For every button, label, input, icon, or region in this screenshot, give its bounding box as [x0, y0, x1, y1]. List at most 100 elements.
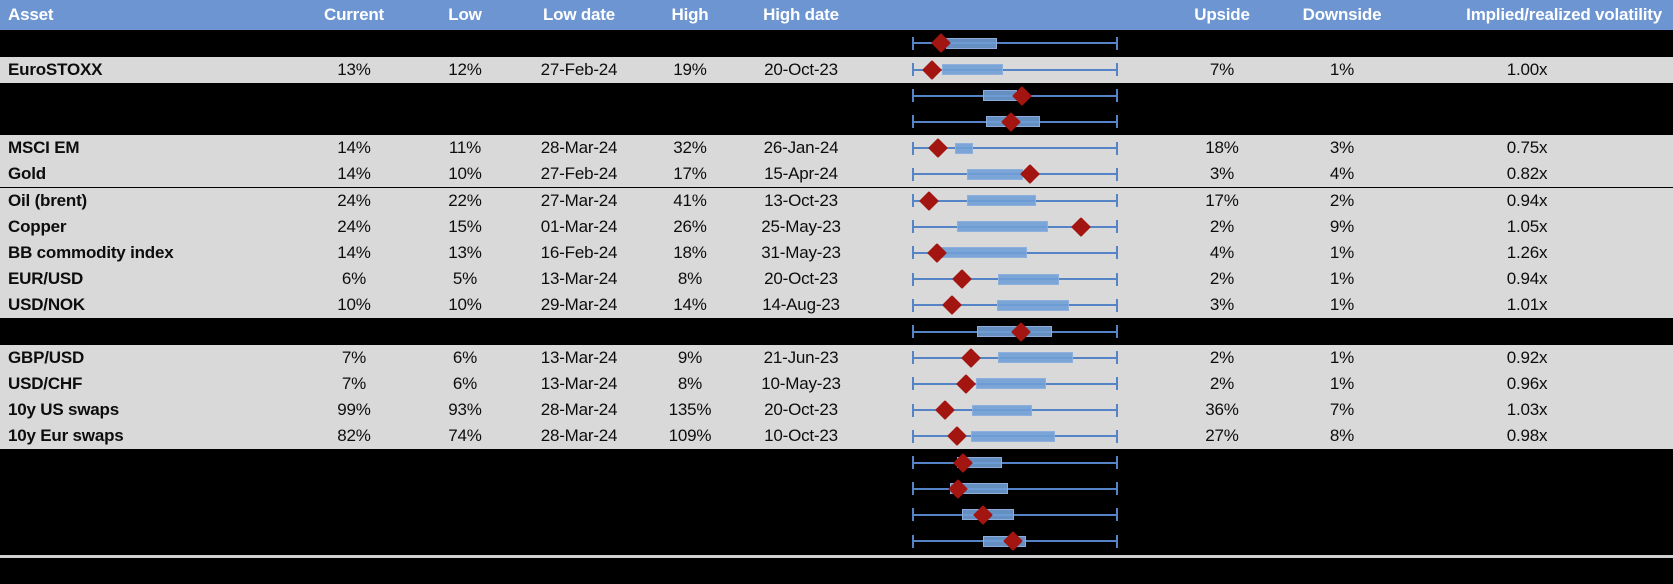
range-box	[955, 142, 973, 154]
table-row: USD/NOK 10% 10% 29-Mar-24 14% 14-Aug-23 3% 1% 1.…	[0, 292, 1673, 319]
whisker-cap	[1116, 63, 1118, 77]
current-value: 6%	[341, 269, 367, 289]
whisker-cap	[912, 534, 914, 548]
whisker-cap	[912, 403, 914, 417]
downside-value: 1%	[1329, 295, 1355, 315]
high-date-value: 26-Jan-24	[763, 138, 839, 158]
impl-vol-value: 1.05x	[1506, 216, 1548, 236]
spacer-row	[0, 30, 1673, 56]
low-value: 6%	[452, 347, 478, 367]
low-date-value: 28-Mar-24	[540, 426, 618, 446]
current-value: 7%	[341, 373, 367, 393]
table-row: 10y Eur swaps 82% 74% 28-Mar-24 109% 10-Oct-2…	[0, 423, 1673, 450]
downside-value: 1%	[1329, 59, 1355, 79]
whisker-cap	[1116, 456, 1118, 470]
whisker-cap	[912, 351, 914, 365]
header-downside: Downside	[1302, 5, 1382, 24]
impl-vol-value: 1.01x	[1506, 295, 1548, 315]
asset-label: GBP/USD	[8, 347, 85, 367]
high-value: 17%	[673, 164, 707, 184]
whisker-cap	[1116, 141, 1118, 155]
downside-value: 1%	[1329, 269, 1355, 289]
range-box	[970, 430, 1055, 442]
high-date-value: 20-Oct-23	[764, 59, 838, 79]
current-marker-diamond-icon	[973, 505, 993, 525]
whisker-cap	[1116, 272, 1118, 286]
upside-value: 18%	[1205, 138, 1239, 158]
whisker-cap	[912, 272, 914, 286]
current-marker-diamond-icon	[948, 478, 968, 499]
low-date-value: 27-Feb-24	[540, 59, 618, 79]
asset-label: USD/NOK	[8, 295, 85, 315]
high-value: 19%	[673, 59, 707, 79]
range-box	[946, 37, 998, 49]
current-marker-diamond-icon	[947, 426, 967, 447]
range-box	[957, 221, 1049, 233]
current-marker-diamond-icon	[1071, 216, 1091, 237]
range-box	[976, 378, 1046, 390]
low-date-value: 27-Mar-24	[540, 190, 618, 210]
current-marker-diamond-icon	[952, 269, 972, 290]
range-box	[967, 195, 1036, 207]
upside-value: 2%	[1209, 373, 1235, 393]
high-date-value: 15-Apr-24	[764, 164, 838, 184]
header-low: Low	[448, 5, 482, 24]
current-value: 24%	[337, 216, 371, 236]
asset-label: USD/CHF	[8, 373, 83, 393]
downside-value: 1%	[1329, 242, 1355, 262]
spacer-row	[0, 450, 1673, 476]
range-box	[967, 168, 1023, 180]
spacer-row	[0, 502, 1673, 528]
table-row: USD/CHF 7% 6% 13-Mar-24 8% 10-May-23 2% 1% 0.96x	[0, 370, 1673, 398]
low-value: 22%	[448, 190, 482, 210]
upside-value: 7%	[1209, 59, 1235, 79]
asset-label: Gold	[8, 164, 46, 184]
whisker-cap	[912, 220, 914, 234]
header-upside: Upside	[1194, 5, 1250, 24]
range-box	[941, 64, 1003, 76]
low-date-value: 13-Mar-24	[540, 373, 618, 393]
high-value: 18%	[673, 242, 707, 262]
impl-vol-value: 0.92x	[1506, 347, 1548, 367]
asset-label: EuroSTOXX	[8, 59, 103, 79]
whisker-cap	[1116, 246, 1118, 260]
current-marker-diamond-icon	[956, 374, 976, 394]
whisker-cap	[912, 115, 914, 129]
range-box	[938, 247, 1028, 259]
whisker-cap	[1116, 351, 1118, 365]
high-date-value: 14-Aug-23	[762, 295, 840, 315]
current-marker-diamond-icon	[1011, 321, 1031, 342]
asset-label: Copper	[8, 216, 67, 236]
low-value: 15%	[448, 216, 482, 236]
range-box	[998, 273, 1060, 285]
whisker-cap	[1116, 482, 1118, 496]
downside-value: 4%	[1329, 164, 1355, 184]
whisker-line	[913, 42, 1117, 45]
whisker-cap	[912, 89, 914, 103]
table-row: Copper 24% 15% 01-Mar-24 26% 25-May-23 2% 9% 1.0…	[0, 213, 1673, 240]
whisker-cap	[912, 456, 914, 470]
low-date-value: 28-Mar-24	[540, 138, 618, 158]
current-marker-diamond-icon	[1020, 164, 1040, 185]
current-value: 14%	[337, 164, 371, 184]
high-date-value: 10-Oct-23	[764, 426, 838, 446]
spacer-row	[0, 319, 1673, 345]
whisker-cap	[912, 429, 914, 443]
upside-value: 36%	[1205, 400, 1239, 420]
high-date-value: 20-Oct-23	[764, 400, 838, 420]
bottom-divider-line	[0, 555, 1673, 558]
whisker-cap	[1116, 508, 1118, 522]
upside-value: 2%	[1209, 347, 1235, 367]
current-value: 7%	[341, 347, 367, 367]
high-value: 135%	[668, 400, 712, 420]
current-value: 14%	[337, 138, 371, 158]
header-implied-realized-volatility: Implied/realized volatility	[1466, 5, 1662, 24]
high-date-value: 10-May-23	[761, 373, 841, 393]
low-date-value: 16-Feb-24	[540, 242, 618, 262]
whisker-cap	[912, 377, 914, 391]
table-header-row: Asset Current Low Low date High High dat…	[0, 0, 1673, 30]
whisker-cap	[1116, 167, 1118, 181]
whisker-cap	[1116, 403, 1118, 417]
current-marker-diamond-icon	[922, 59, 942, 80]
